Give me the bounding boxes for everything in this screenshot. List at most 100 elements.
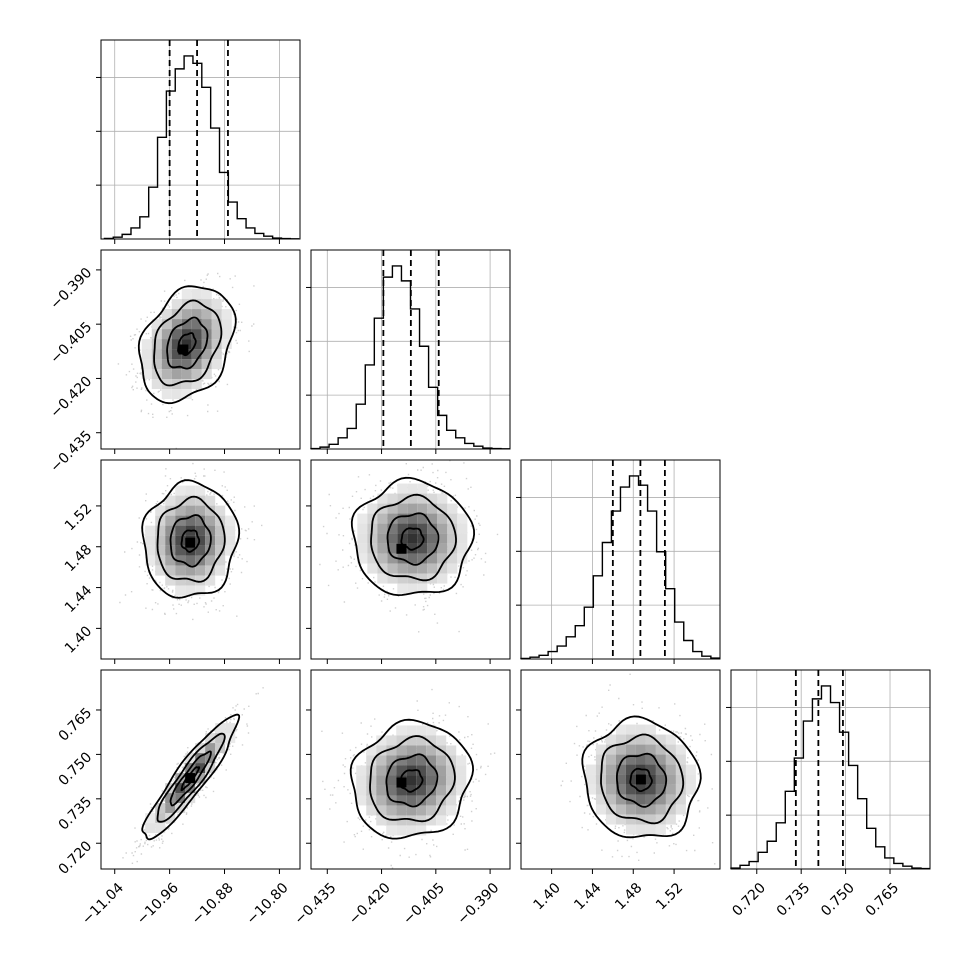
density-cell: [427, 503, 438, 514]
density-cell: [645, 804, 656, 815]
density-cell: [447, 563, 458, 574]
density-cell: [211, 329, 222, 340]
contour-level-3: [616, 752, 668, 808]
density-cell: [175, 515, 186, 526]
density-cell: [195, 565, 206, 576]
density-cell: [175, 565, 186, 576]
contour-level-1: [141, 713, 241, 841]
y-tick-label: −0.390: [47, 265, 95, 313]
density-cell: [357, 553, 368, 564]
density-cell: [185, 565, 196, 576]
density-cell: [635, 744, 646, 755]
x-tick-label: 1.48: [612, 880, 645, 913]
density-cell: [185, 545, 196, 556]
density-cell: [387, 513, 398, 524]
scatter-content: [122, 687, 264, 864]
density-cell: [141, 349, 152, 360]
density-cell: [416, 785, 427, 796]
density-cell: [191, 379, 202, 390]
density-cell: [185, 793, 196, 804]
density-cell: [416, 795, 427, 806]
density-cell: [427, 493, 438, 504]
density-cell: [417, 503, 428, 514]
density-cell: [417, 493, 428, 504]
density-cell: [406, 795, 417, 806]
density-cell: [211, 349, 222, 360]
density-cell: [665, 774, 676, 785]
density-cell: [195, 505, 206, 516]
density-cell: [645, 794, 656, 805]
density-cell: [457, 533, 468, 544]
density-cell: [446, 765, 457, 776]
density-cell: [191, 359, 202, 370]
density-cell: [406, 805, 417, 816]
density-cell: [205, 743, 216, 754]
density-cell: [416, 725, 427, 736]
density-cell: [407, 533, 418, 544]
density-cell: [171, 319, 182, 330]
density-cell: [145, 823, 156, 834]
density-cell: [215, 733, 226, 744]
density-cell: [357, 513, 368, 524]
x-tick-label: −10.96: [134, 880, 182, 928]
density-cell: [605, 734, 616, 745]
density-cell: [407, 553, 418, 564]
density-cell: [367, 563, 378, 574]
density-cell: [635, 724, 646, 735]
density-cell: [675, 794, 686, 805]
density-cell: [436, 765, 447, 776]
density-cell: [215, 565, 226, 576]
density-cell: [211, 299, 222, 310]
density-cell: [377, 563, 388, 574]
density-cell: [437, 573, 448, 584]
density-cell: [397, 483, 408, 494]
density-cell: [221, 309, 232, 320]
density-cell: [356, 775, 367, 786]
density-cell: [145, 545, 156, 556]
density-cell: [427, 533, 438, 544]
density-cell: [165, 545, 176, 556]
density-cell: [151, 349, 162, 360]
density-cell: [175, 535, 186, 546]
x-tick-label: −0.420: [346, 880, 394, 928]
density-cell: [211, 359, 222, 370]
density-cell: [655, 804, 666, 815]
density-cell: [161, 309, 172, 320]
density-cell: [605, 794, 616, 805]
density-cell: [191, 289, 202, 300]
density-cell: [151, 379, 162, 390]
density-cell: [436, 775, 447, 786]
density-cell: [145, 525, 156, 536]
mode-marker: [635, 774, 646, 785]
hist-panel-frame: [730, 669, 931, 870]
density-cell: [446, 775, 457, 786]
contour-level-1: [581, 715, 702, 839]
density-cell: [387, 523, 398, 534]
density-cell: [175, 495, 186, 506]
density-cell: [685, 774, 696, 785]
density-cell: [457, 513, 468, 524]
density-cell: [165, 505, 176, 516]
density-cell: [655, 814, 666, 825]
density-cell: [665, 804, 676, 815]
density-cell: [595, 744, 606, 755]
density-cell: [625, 764, 636, 775]
density-cell: [175, 575, 186, 586]
density-cell: [416, 825, 427, 836]
density-cell: [645, 724, 656, 735]
density-cell: [426, 795, 437, 806]
density-cell: [437, 533, 448, 544]
density-cell: [655, 784, 666, 795]
density-cell: [396, 745, 407, 756]
density-cell: [436, 805, 447, 816]
density-cell: [215, 525, 226, 536]
density-cell: [225, 535, 236, 546]
density-cell: [225, 723, 236, 734]
density-cell: [447, 543, 458, 554]
density-cell: [427, 543, 438, 554]
density-cell: [417, 533, 428, 544]
x-tick-label: −0.435: [292, 880, 340, 928]
x-tick-label: −10.80: [244, 880, 292, 928]
density-cell: [367, 553, 378, 564]
density-cell: [615, 774, 626, 785]
